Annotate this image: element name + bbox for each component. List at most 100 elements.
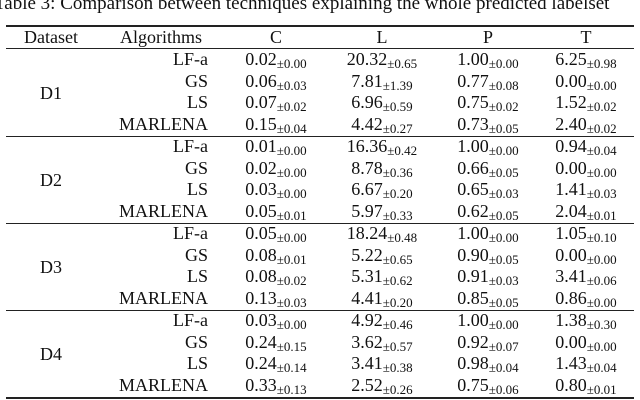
value-cell-c: 0.05±0.00 bbox=[226, 224, 326, 246]
table-row: LF-a 0.03±0.00 4.92±0.46 1.00±0.00 1.38±0.30 bbox=[6, 311, 634, 333]
mean-value: 0.24 bbox=[245, 353, 277, 373]
mean-value: 1.00 bbox=[457, 310, 489, 330]
value-cell-c: 0.08±0.02 bbox=[226, 267, 326, 289]
value-cell-p: 0.90±0.05 bbox=[438, 245, 538, 268]
group-rule bbox=[6, 136, 634, 137]
mean-value: 0.98 bbox=[457, 353, 489, 373]
std-value: ±0.01 bbox=[586, 207, 617, 223]
value-cell-p: 0.85±0.05 bbox=[438, 288, 538, 311]
mean-value: 4.41 bbox=[351, 287, 383, 308]
std-value: ±0.00 bbox=[276, 186, 307, 201]
value-cell-p: 1.00±0.00 bbox=[438, 224, 538, 246]
std-value: ±0.06 bbox=[488, 381, 519, 397]
value-cell-l: 8.78±0.36 bbox=[326, 158, 438, 181]
std-value: ±0.36 bbox=[382, 164, 413, 180]
std-value: ±0.07 bbox=[488, 338, 519, 354]
value-cell-l: 4.41±0.20 bbox=[326, 287, 438, 311]
std-value: ±0.57 bbox=[382, 338, 413, 354]
top-rule bbox=[6, 25, 634, 27]
value-cell-l: 6.67±0.20 bbox=[326, 180, 438, 202]
value-cell-c: 0.13±0.03 bbox=[226, 288, 326, 311]
mean-value: 2.52 bbox=[351, 374, 383, 395]
std-value: ±0.02 bbox=[586, 120, 617, 136]
algorithm-cell: LF-a bbox=[173, 49, 208, 69]
value-cell-l: 2.52±0.26 bbox=[326, 374, 438, 398]
mean-value: 0.08 bbox=[245, 266, 277, 286]
std-value: ±0.04 bbox=[488, 360, 519, 375]
mean-value: 0.07 bbox=[245, 92, 277, 112]
std-value: ±0.05 bbox=[488, 207, 519, 223]
mean-value: 3.41 bbox=[555, 266, 587, 286]
mean-value: 0.75 bbox=[457, 374, 489, 395]
mean-value: 0.73 bbox=[457, 113, 489, 134]
mean-value: 0.03 bbox=[245, 179, 277, 199]
mean-value: 6.96 bbox=[351, 92, 383, 112]
mean-value: 0.00 bbox=[555, 331, 587, 352]
mean-value: 0.02 bbox=[245, 49, 277, 69]
std-value: ±0.03 bbox=[488, 273, 519, 288]
mean-value: 0.03 bbox=[245, 310, 277, 330]
value-cell-p: 0.77±0.08 bbox=[438, 71, 538, 94]
value-cell-l: 4.42±0.27 bbox=[326, 114, 438, 137]
algorithm-cell: LS bbox=[186, 353, 208, 373]
table-row: LF-a 0.01±0.00 16.36±0.42 1.00±0.00 0.94±0.0… bbox=[6, 137, 634, 159]
mean-value: 1.00 bbox=[457, 136, 489, 156]
std-value: ±0.00 bbox=[586, 77, 617, 93]
value-cell-t: 0.00±0.00 bbox=[538, 71, 634, 94]
std-value: ±0.65 bbox=[387, 56, 418, 71]
mean-value: 7.81 bbox=[351, 70, 383, 91]
algorithm-cell: LS bbox=[186, 266, 208, 286]
value-cell-c: 0.15±0.04 bbox=[226, 114, 326, 137]
mean-value: 0.86 bbox=[555, 287, 587, 308]
header-dataset: Dataset bbox=[24, 27, 78, 47]
mean-value: 1.05 bbox=[555, 223, 587, 243]
value-cell-t: 0.80±0.01 bbox=[538, 375, 634, 398]
table-row: LF-a 0.05±0.00 18.24±0.48 1.00±0.00 1.05±0.1… bbox=[6, 224, 634, 246]
value-cell-t: 1.41±0.03 bbox=[538, 180, 634, 202]
value-cell-c: 0.07±0.02 bbox=[226, 93, 326, 115]
header-c: C bbox=[269, 27, 282, 47]
mean-value: 0.65 bbox=[457, 179, 489, 199]
header-l: L bbox=[376, 27, 388, 47]
algorithm-cell: MARLENA bbox=[119, 113, 208, 134]
std-value: ±0.00 bbox=[488, 143, 519, 158]
std-value: ±0.10 bbox=[586, 230, 617, 245]
algorithm-cell: GS bbox=[184, 244, 208, 265]
value-cell-p: 0.98±0.04 bbox=[438, 354, 538, 376]
mean-value: 3.41 bbox=[351, 353, 383, 373]
mean-value: 5.22 bbox=[351, 244, 383, 265]
algorithm-cell: LF-a bbox=[173, 223, 208, 243]
value-cell-p: 0.66±0.05 bbox=[438, 158, 538, 181]
mean-value: 5.97 bbox=[351, 200, 383, 221]
mean-value: 0.02 bbox=[245, 157, 277, 178]
std-value: ±1.39 bbox=[382, 77, 413, 93]
std-value: ±0.01 bbox=[276, 207, 307, 223]
algorithm-cell: GS bbox=[184, 331, 208, 352]
header-t: T bbox=[580, 27, 592, 47]
std-value: ±0.04 bbox=[586, 360, 617, 375]
mean-value: 20.32 bbox=[346, 49, 388, 69]
value-cell-l: 18.24±0.48 bbox=[326, 224, 438, 246]
mean-value: 3.62 bbox=[351, 331, 383, 352]
header-p: P bbox=[482, 27, 493, 47]
std-value: ±0.03 bbox=[276, 294, 307, 310]
value-cell-p: 0.92±0.07 bbox=[438, 332, 538, 355]
value-cell-p: 0.91±0.03 bbox=[438, 267, 538, 289]
table-row: GS 0.08±0.01 5.22±0.65 0.90±0.05 0.00±0.00 bbox=[6, 244, 634, 268]
value-cell-t: 0.00±0.00 bbox=[538, 331, 634, 355]
mean-value: 2.04 bbox=[555, 200, 587, 221]
table-row: GS 0.24±0.15 3.62±0.57 0.92±0.07 0.00±0.00 bbox=[6, 331, 634, 355]
value-cell-t: 1.05±0.10 bbox=[538, 224, 634, 246]
std-value: ±0.05 bbox=[488, 251, 519, 267]
value-cell-l: 3.41±0.38 bbox=[326, 354, 438, 376]
std-value: ±0.14 bbox=[276, 360, 307, 375]
std-value: ±0.05 bbox=[488, 120, 519, 136]
algorithm-cell: LF-a bbox=[173, 310, 208, 330]
mean-value: 0.75 bbox=[457, 92, 489, 112]
value-cell-p: 1.00±0.00 bbox=[438, 137, 538, 159]
std-value: ±0.00 bbox=[488, 317, 519, 332]
mean-value: 0.33 bbox=[245, 374, 277, 395]
std-value: ±0.02 bbox=[276, 99, 307, 114]
value-cell-t: 0.94±0.04 bbox=[538, 137, 634, 159]
value-cell-l: 7.81±1.39 bbox=[326, 70, 438, 94]
